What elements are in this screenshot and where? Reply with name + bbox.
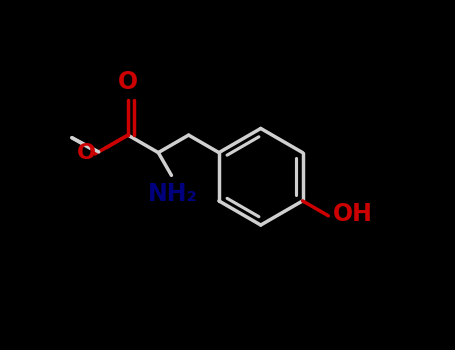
Text: O: O xyxy=(118,70,138,94)
Text: O: O xyxy=(76,142,96,163)
Text: NH₂: NH₂ xyxy=(148,182,198,206)
Text: OH: OH xyxy=(333,202,373,226)
